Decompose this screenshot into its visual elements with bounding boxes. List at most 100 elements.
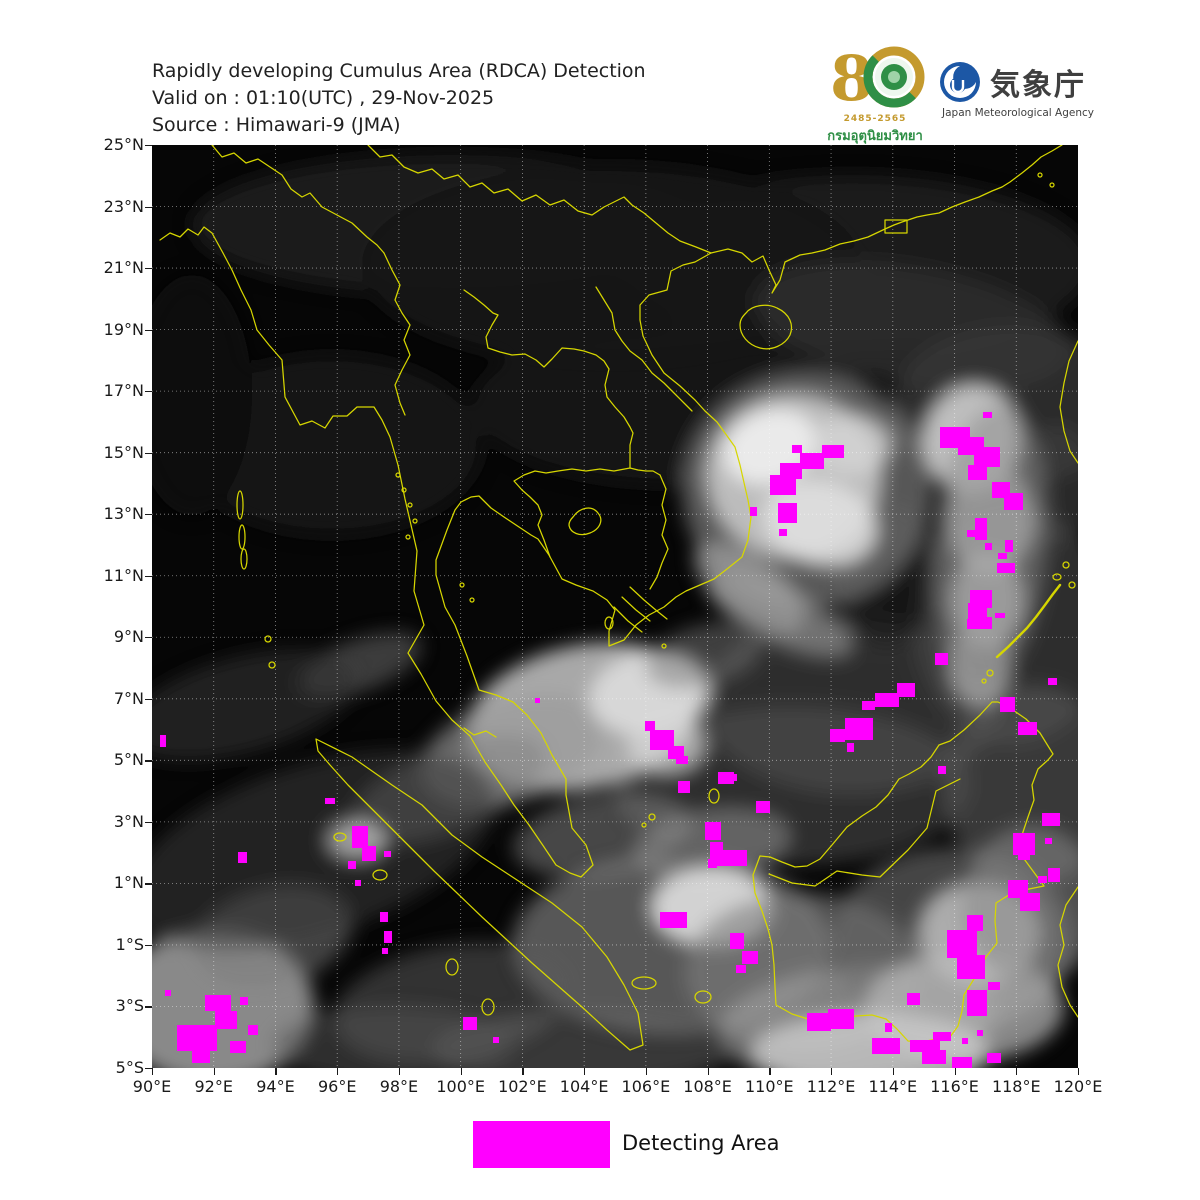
lat-tick-label: 13°N	[103, 504, 144, 524]
cloud-blob	[272, 1005, 512, 1085]
detection-area	[676, 756, 688, 764]
valid-time: Valid on : 01:10(UTC) , 29-Nov-2025	[152, 87, 495, 109]
legend-label: Detecting Area	[622, 1131, 780, 1155]
detection-area	[645, 721, 655, 731]
detection-area	[463, 1017, 477, 1030]
detection-area	[985, 543, 992, 550]
lat-tick-label: 7°N	[113, 688, 144, 708]
detection-area	[736, 965, 746, 973]
lon-tick-label: 104°E	[559, 1077, 609, 1096]
lat-tick-label: 17°N	[103, 381, 144, 401]
lon-tick-mark	[707, 1068, 709, 1075]
lat-tick-label: 5°S	[115, 1058, 144, 1077]
detection-area	[165, 990, 171, 996]
jma-icon-u	[951, 80, 965, 94]
lon-tick-mark	[892, 1068, 894, 1075]
detection-area	[968, 465, 987, 480]
detection-area	[1045, 838, 1052, 844]
detection-area	[1000, 697, 1015, 712]
lon-tick-label: 92°E	[194, 1077, 233, 1096]
lon-tick-label: 110°E	[745, 1077, 794, 1096]
detection-area	[967, 990, 987, 1016]
tonle-sap-lake	[568, 507, 602, 536]
detection-area	[770, 475, 796, 495]
detection-area	[862, 701, 875, 710]
border-china-south	[367, 144, 712, 254]
lon-tick-label: 90°E	[132, 1077, 172, 1096]
detection-area	[1004, 493, 1023, 510]
cloud-layer	[114, 155, 1132, 1093]
lon-tick-label: 116°E	[930, 1077, 979, 1096]
detection-area	[248, 1025, 258, 1035]
detection-area	[967, 619, 985, 629]
detection-area	[1042, 813, 1060, 826]
legend-swatch	[473, 1121, 610, 1168]
detection-area	[1018, 722, 1037, 735]
detection-area	[723, 774, 737, 781]
detection-area	[897, 683, 915, 697]
lat-tick-label: 5°N	[113, 750, 144, 770]
lat-tick-mark	[145, 329, 152, 331]
jma-kanji: 気象庁	[990, 68, 1086, 103]
detection-area	[240, 997, 248, 1005]
hong-kong-box	[884, 219, 908, 234]
source-label: Source : Himawari-9 (JMA)	[152, 114, 401, 136]
detection-area	[779, 529, 787, 536]
detection-area	[384, 931, 392, 943]
lat-tick-mark	[145, 760, 152, 762]
lon-tick-mark	[213, 1068, 215, 1075]
detection-area	[967, 915, 983, 931]
detection-area	[192, 1051, 210, 1063]
lat-tick-mark	[145, 883, 152, 885]
lat-tick-label: 19°N	[103, 319, 144, 339]
lon-tick-mark	[954, 1068, 956, 1075]
lat-tick-mark	[145, 391, 152, 393]
lat-tick-label: 21°N	[103, 258, 144, 278]
lat-tick-label: 23°N	[103, 196, 144, 216]
detection-layer	[160, 412, 1060, 1068]
detection-area	[742, 951, 758, 964]
detection-area	[910, 1040, 940, 1052]
coastline-sulawesi-edge	[1057, 886, 1079, 1018]
border-northeast-india	[211, 144, 385, 254]
detection-area	[238, 852, 247, 863]
jma-icon	[940, 62, 980, 102]
detection-area	[756, 801, 770, 813]
satellite-map	[114, 144, 1132, 1093]
detection-area	[974, 447, 1000, 467]
lon-tick-mark	[831, 1068, 833, 1075]
lon-tick-label: 108°E	[683, 1077, 732, 1096]
detection-area	[947, 930, 977, 958]
lat-tick-mark	[145, 1006, 152, 1008]
lon-tick-mark	[522, 1068, 524, 1075]
detection-area	[987, 1053, 1001, 1063]
mekong-delta-3	[613, 606, 643, 633]
detection-area	[325, 798, 335, 804]
lat-tick-mark	[145, 1068, 152, 1070]
border-cambodia-thailand	[513, 467, 631, 558]
lon-tick-mark	[152, 1068, 154, 1075]
detection-area	[875, 693, 899, 707]
border-vietnam-laos	[595, 286, 693, 412]
detection-area	[1048, 678, 1057, 685]
detection-area	[968, 603, 987, 621]
lat-tick-label: 11°N	[103, 565, 144, 585]
lon-tick-mark	[645, 1068, 648, 1075]
detection-area	[668, 746, 684, 759]
detection-area	[1038, 876, 1047, 883]
detection-area	[845, 718, 873, 740]
lat-tick-mark	[145, 206, 152, 208]
detection-area	[847, 743, 854, 752]
lat-tick-mark	[145, 514, 152, 516]
detection-area	[933, 1032, 951, 1041]
detection-area	[215, 1011, 237, 1029]
cloud-blob	[812, 415, 892, 475]
detection-area	[660, 912, 687, 928]
lon-tick-label: 106°E	[621, 1077, 671, 1096]
detection-area	[380, 912, 388, 922]
detection-area	[988, 982, 1000, 990]
detection-area	[778, 503, 797, 523]
lat-tick-label: 3°N	[113, 811, 144, 831]
detection-area	[1020, 893, 1040, 911]
